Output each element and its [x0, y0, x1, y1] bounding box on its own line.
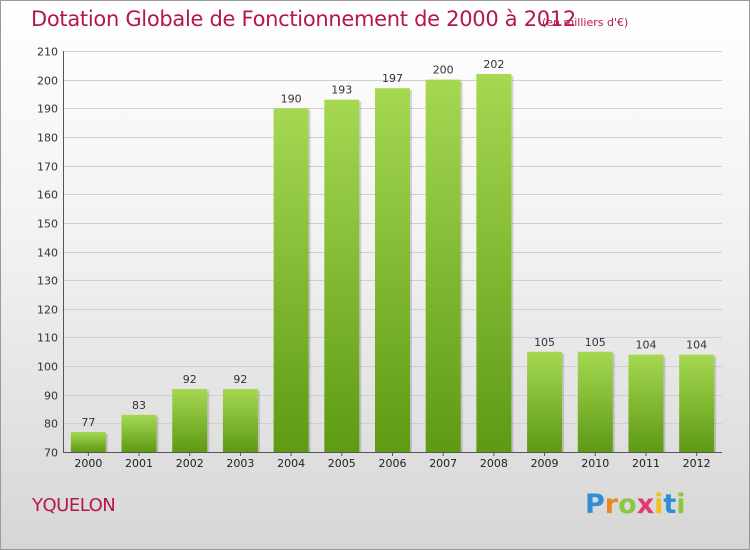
bar — [375, 88, 410, 452]
commune-name: YQUELON — [32, 495, 116, 516]
bar — [273, 108, 309, 453]
y-tick-label: 80 — [44, 418, 58, 431]
bar — [324, 99, 360, 452]
bar — [70, 431, 106, 452]
logo-letter: i — [676, 489, 686, 520]
y-tick-label: 130 — [37, 275, 58, 288]
data-label: 92 — [183, 373, 197, 386]
bar — [476, 73, 512, 453]
bar — [577, 351, 613, 452]
data-label: 104 — [686, 339, 707, 352]
logo-letter: i — [654, 489, 664, 520]
bar — [222, 388, 258, 452]
x-tick-label: 2009 — [531, 457, 559, 470]
unit-note: (en milliers d'€) — [542, 16, 629, 29]
x-tick-label: 2002 — [176, 457, 204, 470]
x-tick-label: 2012 — [683, 457, 711, 470]
x-tick-label: 2000 — [74, 457, 102, 470]
bar — [628, 354, 664, 452]
bar — [121, 414, 157, 452]
y-tick-label: 150 — [37, 218, 58, 231]
data-label: 200 — [433, 64, 454, 77]
x-tick-label: 2007 — [429, 457, 457, 470]
y-tick-label: 160 — [37, 189, 58, 202]
y-tick-label: 190 — [37, 103, 58, 116]
x-tick-label: 2011 — [632, 457, 660, 470]
logo-letter: o — [618, 489, 637, 520]
chart-title: Dotation Globale de Fonctionnement de 20… — [31, 7, 576, 31]
data-label: 193 — [331, 84, 352, 97]
bar — [425, 79, 461, 453]
data-label: 190 — [281, 92, 302, 105]
bar — [527, 351, 563, 452]
y-tick-label: 70 — [44, 447, 58, 460]
y-tick-label: 120 — [37, 304, 58, 317]
x-tick-label: 2005 — [328, 457, 356, 470]
data-label: 104 — [635, 339, 656, 352]
bar — [172, 388, 208, 452]
data-label: 92 — [233, 373, 247, 386]
y-tick-label: 210 — [37, 46, 58, 59]
y-tick-label: 90 — [44, 390, 58, 403]
data-label: 83 — [132, 399, 146, 412]
data-label: 77 — [81, 416, 95, 429]
y-tick-label: 200 — [37, 75, 58, 88]
data-label: 197 — [382, 72, 403, 85]
x-tick-label: 2003 — [226, 457, 254, 470]
y-tick-label: 140 — [37, 247, 58, 260]
y-tick-label: 180 — [37, 132, 58, 145]
data-label: 105 — [585, 336, 606, 349]
y-tick-label: 110 — [37, 332, 58, 345]
data-label: 105 — [534, 336, 555, 349]
logo-letter: t — [663, 489, 677, 520]
y-tick-label: 170 — [37, 161, 58, 174]
bar — [679, 354, 715, 452]
x-tick-label: 2008 — [480, 457, 508, 470]
logo-letter: P — [585, 489, 605, 520]
x-tick-label: 2010 — [581, 457, 609, 470]
proxiti-logo: Proxiti — [585, 489, 686, 520]
x-tick-label: 2004 — [277, 457, 305, 470]
x-tick-label: 2001 — [125, 457, 153, 470]
y-tick-label: 100 — [37, 361, 58, 374]
data-label: 202 — [483, 58, 504, 71]
x-tick-label: 2006 — [379, 457, 407, 470]
logo-letter: r — [604, 489, 619, 520]
logo-letter: x — [636, 489, 655, 520]
